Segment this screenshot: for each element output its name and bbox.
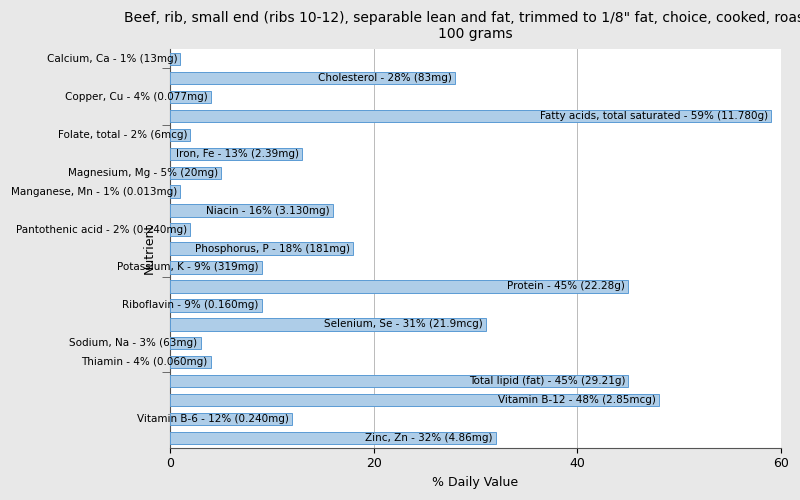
Y-axis label: Nutrient: Nutrient	[143, 223, 156, 274]
Text: Vitamin B-12 - 48% (2.85mcg): Vitamin B-12 - 48% (2.85mcg)	[498, 395, 656, 405]
Bar	[170, 413, 292, 426]
Bar	[170, 262, 262, 274]
Bar	[170, 394, 658, 406]
Bar	[170, 128, 190, 141]
Bar	[170, 110, 770, 122]
Bar	[170, 148, 302, 160]
Bar	[170, 242, 354, 254]
Text: Niacin - 16% (3.130mg): Niacin - 16% (3.130mg)	[206, 206, 330, 216]
Text: Magnesium, Mg - 5% (20mg): Magnesium, Mg - 5% (20mg)	[68, 168, 218, 177]
X-axis label: % Daily Value: % Daily Value	[433, 476, 518, 489]
Text: Thiamin - 4% (0.060mg): Thiamin - 4% (0.060mg)	[82, 358, 208, 368]
Bar	[170, 280, 628, 292]
Text: Copper, Cu - 4% (0.077mg): Copper, Cu - 4% (0.077mg)	[65, 92, 208, 102]
Text: Manganese, Mn - 1% (0.013mg): Manganese, Mn - 1% (0.013mg)	[11, 186, 178, 196]
Bar	[170, 186, 180, 198]
Text: Riboflavin - 9% (0.160mg): Riboflavin - 9% (0.160mg)	[122, 300, 258, 310]
Text: Total lipid (fat) - 45% (29.21g): Total lipid (fat) - 45% (29.21g)	[469, 376, 625, 386]
Text: Selenium, Se - 31% (21.9mcg): Selenium, Se - 31% (21.9mcg)	[324, 320, 482, 330]
Bar	[170, 356, 211, 368]
Bar	[170, 52, 180, 65]
Bar	[170, 166, 221, 179]
Bar	[170, 204, 333, 217]
Bar	[170, 90, 211, 103]
Bar	[170, 299, 262, 312]
Text: Protein - 45% (22.28g): Protein - 45% (22.28g)	[507, 282, 625, 292]
Bar	[170, 337, 201, 349]
Bar	[170, 375, 628, 388]
Text: Iron, Fe - 13% (2.39mg): Iron, Fe - 13% (2.39mg)	[177, 148, 299, 158]
Text: Folate, total - 2% (6mcg): Folate, total - 2% (6mcg)	[58, 130, 187, 140]
Title: Beef, rib, small end (ribs 10-12), separable lean and fat, trimmed to 1/8" fat, : Beef, rib, small end (ribs 10-12), separ…	[124, 11, 800, 42]
Bar	[170, 432, 496, 444]
Bar	[170, 318, 486, 330]
Text: Pantothenic acid - 2% (0.240mg): Pantothenic acid - 2% (0.240mg)	[16, 224, 187, 234]
Text: Cholesterol - 28% (83mg): Cholesterol - 28% (83mg)	[318, 73, 452, 83]
Text: Calcium, Ca - 1% (13mg): Calcium, Ca - 1% (13mg)	[46, 54, 178, 64]
Bar	[170, 224, 190, 235]
Bar	[170, 72, 455, 84]
Text: Vitamin B-6 - 12% (0.240mg): Vitamin B-6 - 12% (0.240mg)	[138, 414, 290, 424]
Text: Fatty acids, total saturated - 59% (11.780g): Fatty acids, total saturated - 59% (11.7…	[539, 111, 768, 121]
Text: Sodium, Na - 3% (63mg): Sodium, Na - 3% (63mg)	[70, 338, 198, 348]
Text: Phosphorus, P - 18% (181mg): Phosphorus, P - 18% (181mg)	[195, 244, 350, 254]
Text: Zinc, Zn - 32% (4.86mg): Zinc, Zn - 32% (4.86mg)	[366, 433, 493, 443]
Text: Potassium, K - 9% (319mg): Potassium, K - 9% (319mg)	[117, 262, 258, 272]
